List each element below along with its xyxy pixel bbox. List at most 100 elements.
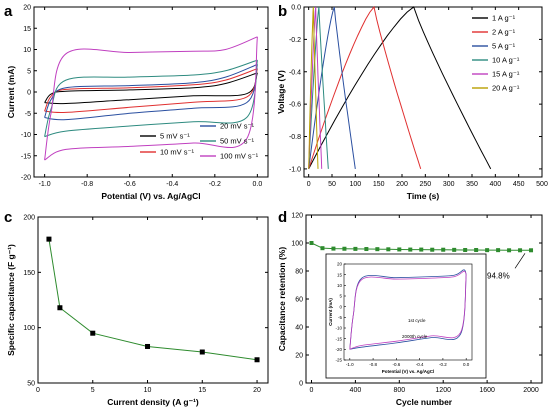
x-tick-label: 100	[349, 181, 361, 188]
inset-y-axis-label: Current (mA)	[328, 298, 333, 326]
y-axis-label: Specific capacitance (F g⁻¹)	[6, 244, 16, 356]
plot-frame	[37, 216, 269, 384]
inset-x-tick-label: -0.6	[392, 362, 400, 367]
x-axis-label: Current density (A g⁻¹)	[107, 397, 199, 407]
y-tick-label: 200	[23, 215, 35, 222]
x-tick-label: 250	[419, 181, 431, 188]
inset-y-tick-label: -5	[338, 315, 342, 320]
x-tick-label: 1200	[435, 387, 451, 394]
data-point	[353, 246, 358, 251]
x-tick-label: 15	[198, 387, 206, 394]
x-tick-label: 0	[310, 387, 314, 394]
x-tick-label: -0.4	[166, 181, 178, 188]
annotation-arrow	[514, 253, 526, 269]
data-point	[364, 247, 369, 252]
y-tick-label: -0.2	[289, 37, 301, 44]
x-tick-label: 50	[328, 181, 336, 188]
gcd-curve	[308, 6, 492, 170]
y-tick-label: -1.0	[289, 166, 301, 173]
y-axis-label: Current (mA)	[6, 66, 16, 119]
x-tick-label: 0.0	[252, 181, 262, 188]
inset-cv-last-cycle	[349, 274, 467, 350]
inset-y-tick-label: 10	[337, 283, 343, 288]
legend-entry: 100 mV s⁻¹	[220, 152, 259, 161]
cv-curve-upper	[44, 68, 258, 112]
legend-entry: 15 A g⁻¹	[492, 70, 520, 79]
x-axis-label: Potential (V) vs. Ag/AgCl	[101, 191, 200, 201]
inset-x-tick-label: 0.0	[463, 362, 470, 367]
y-axis-label: Capacitance retention (%)	[277, 247, 287, 352]
inset-x-tick-label: -1.0	[346, 362, 354, 367]
cv-curve-lower	[44, 36, 258, 161]
data-point	[254, 357, 260, 363]
panel-a: -1.0 -0.8 -0.6 -0.4 -0.2 0.0 -20 -15 -10 -5 0 5 10 15…	[4, 3, 269, 201]
panel-label: b	[278, 3, 287, 20]
inset-y-tick-label: -10	[335, 326, 342, 331]
x-tick-label: 10	[144, 387, 152, 394]
y-tick-label: 80	[295, 269, 303, 276]
cv-curve-lower	[44, 68, 258, 114]
cv-curve-upper	[44, 59, 258, 137]
data-point	[90, 330, 96, 336]
y-tick-label: -0.8	[289, 134, 301, 141]
y-tick-label: 100	[23, 325, 35, 332]
y-tick-label: 0	[27, 90, 31, 97]
data-point	[485, 248, 490, 253]
legend: 1 A g⁻¹ 2 A g⁻¹ 5 A g⁻¹ 10 A g⁻¹ 15 A g⁻¹ 20 …	[472, 14, 520, 93]
y-tick-label: 10	[23, 47, 31, 54]
y-tick-label: -0.4	[289, 69, 301, 76]
x-tick-label: 450	[513, 181, 525, 188]
data-point	[452, 247, 457, 252]
legend-entry: 50 mV s⁻¹	[220, 137, 254, 146]
gcd-curve	[308, 6, 329, 169]
x-tick-label: 400	[489, 181, 501, 188]
x-tick-label: 200	[396, 181, 408, 188]
y-tick-label: -5	[25, 111, 31, 118]
panel-d: 0 400 800 1200 1600 2000020406080100120Cycle …	[277, 209, 543, 407]
x-tick-label: 350	[466, 181, 478, 188]
data-point	[375, 247, 380, 252]
data-point	[463, 248, 468, 252]
x-tick-label: 300	[443, 181, 455, 188]
inset-x-tick-label: -0.8	[369, 362, 377, 367]
data-point	[430, 247, 435, 252]
data-point	[518, 248, 523, 253]
cv-curve-lower	[44, 60, 258, 138]
gcd-curve	[308, 6, 323, 169]
inset-frame	[343, 263, 473, 361]
cv-curve-upper	[44, 72, 258, 103]
y-tick-label: -15	[21, 153, 31, 160]
data-point	[309, 241, 314, 245]
legend: 5 mV s⁻¹ 10 mV s⁻¹ 20 mV s⁻¹ 50 mV s⁻¹ 100 m…	[140, 122, 259, 161]
inset-label-first-cycle: 1st cycle	[408, 318, 426, 323]
data-point	[397, 247, 402, 252]
inset-y-tick-label: -20	[335, 347, 342, 352]
y-tick-label: 0.0	[291, 5, 301, 12]
x-tick-label: 20	[253, 387, 261, 394]
x-tick-label: 800	[393, 387, 405, 394]
data-point	[507, 248, 512, 253]
x-tick-label: 5	[91, 387, 95, 394]
y-tick-label: 15	[23, 26, 31, 33]
legend-entry: 2 A g⁻¹	[492, 28, 516, 37]
inset-cv-first-cycle	[349, 274, 467, 350]
data-point	[199, 349, 205, 355]
data-point	[342, 246, 347, 251]
x-tick-label: -1.0	[39, 181, 51, 188]
inset-label-last-cycle: 2000th cycle	[402, 334, 428, 339]
y-tick-label: 40	[295, 325, 303, 332]
inset-y-tick-label: 15	[337, 272, 343, 277]
data-point	[57, 305, 63, 311]
plot-frame	[303, 6, 543, 178]
panel-c: 0 5 10 15 20 50 100 150 200 Current density (A g⁻…	[4, 209, 269, 407]
legend-entry: 20 mV s⁻¹	[220, 122, 254, 131]
cv-curve-upper	[44, 63, 258, 118]
legend-entry: 5 mV s⁻¹	[160, 132, 190, 141]
x-tick-label: -0.6	[124, 181, 136, 188]
y-tick-label: 100	[291, 241, 303, 248]
inset-y-tick-label: -15	[335, 336, 342, 341]
panel-label: c	[4, 209, 12, 226]
panel-label: a	[4, 3, 13, 20]
x-axis-label: Time (s)	[407, 191, 440, 201]
